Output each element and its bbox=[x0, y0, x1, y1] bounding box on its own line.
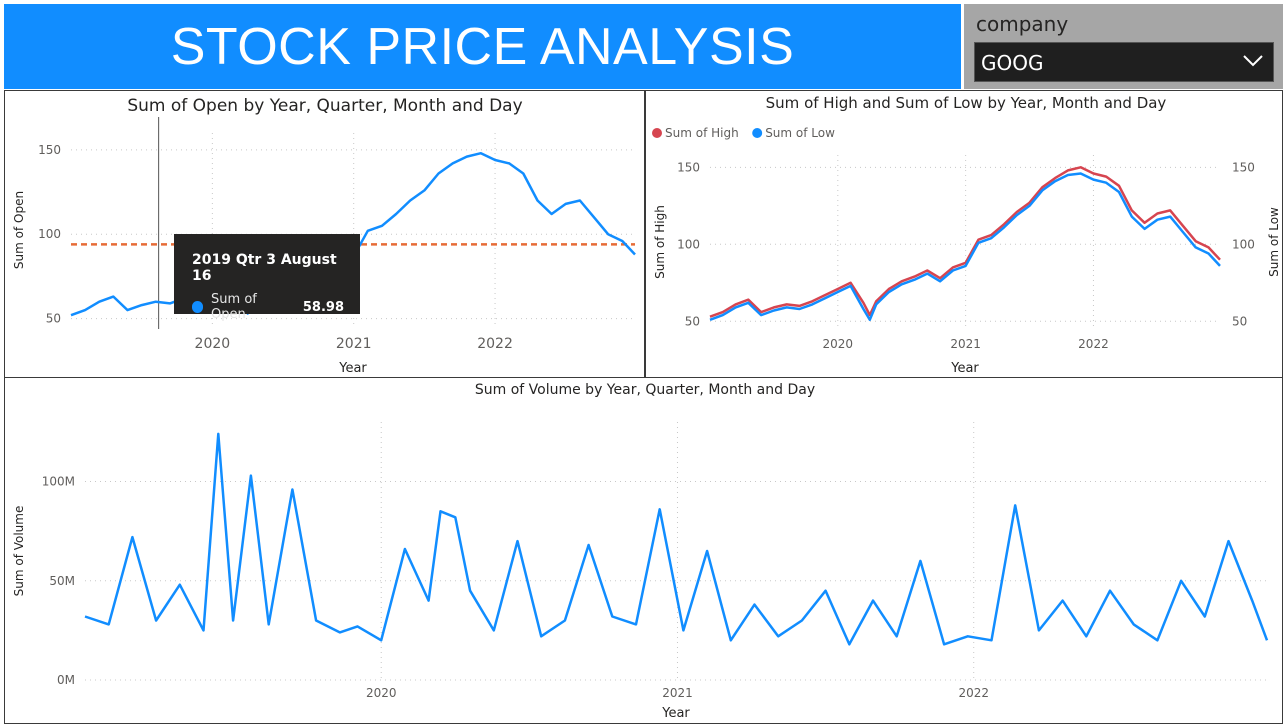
y-tick-label: 50 bbox=[46, 312, 61, 326]
tooltip-title: 2019 Qtr 3 August 16 bbox=[192, 252, 337, 284]
legend-marker bbox=[652, 128, 662, 138]
tooltip-series-name: Sum of Open bbox=[211, 292, 257, 322]
high-low-line-chart[interactable]: Sum of High and Sum of Low by Year, Mont… bbox=[646, 91, 1282, 377]
x-tick-label: 2022 bbox=[1078, 337, 1109, 351]
x-tick-label: 2020 bbox=[823, 337, 854, 351]
tooltip-value: 58.98 bbox=[302, 299, 344, 315]
series-dot-icon bbox=[192, 301, 204, 313]
x-tick-label: 2021 bbox=[336, 336, 372, 352]
y-tick-label: 50M bbox=[49, 574, 75, 588]
y-tick-label: 150 bbox=[38, 143, 61, 157]
company-dropdown[interactable]: GOOG bbox=[974, 42, 1274, 82]
y-right-tick-label: 150 bbox=[1232, 160, 1255, 174]
y-axis-label: Sum of Open bbox=[12, 191, 26, 269]
y-tick-label: 150 bbox=[677, 160, 700, 174]
chart-title: Sum of Open by Year, Quarter, Month and … bbox=[127, 96, 522, 116]
chevron-down-icon[interactable] bbox=[1241, 49, 1265, 73]
x-tick-label: 2022 bbox=[477, 336, 513, 352]
tooltip-row: Sum of Open 58.98 bbox=[192, 292, 344, 322]
high-low-chart-panel: Sum of High and Sum of Low by Year, Mont… bbox=[645, 90, 1283, 378]
legend-item: Sum of High bbox=[665, 126, 739, 140]
y-right-tick-label: 50 bbox=[1232, 314, 1247, 328]
volume-line-chart[interactable]: Sum of Volume by Year, Quarter, Month an… bbox=[5, 378, 1282, 723]
y-tick-label: 100 bbox=[38, 227, 61, 241]
series-line-1[interactable] bbox=[84, 432, 1269, 646]
y-tick-label: 50 bbox=[685, 314, 700, 328]
x-axis-label: Year bbox=[950, 361, 979, 376]
volume-chart-panel: Sum of Volume by Year, Quarter, Month an… bbox=[4, 377, 1283, 724]
legend-marker bbox=[752, 128, 763, 138]
x-tick-label: 2020 bbox=[195, 336, 231, 352]
legend-item: Sum of Low bbox=[765, 126, 835, 140]
slicer-label: company bbox=[976, 12, 1069, 36]
y-axis-right-label: Sum of Low bbox=[1267, 207, 1281, 277]
chart-title: Sum of High and Sum of Low by Year, Mont… bbox=[766, 94, 1167, 112]
dashboard-header: STOCK PRICE ANALYSIS bbox=[4, 4, 961, 89]
x-axis-label: Year bbox=[338, 361, 367, 376]
x-tick-label: 2022 bbox=[958, 686, 989, 700]
chart-title: Sum of Volume by Year, Quarter, Month an… bbox=[475, 382, 815, 398]
chart-tooltip: 2019 Qtr 3 August 16 Sum of Open 58.98 bbox=[174, 234, 360, 322]
y-tick-label: 100 bbox=[677, 237, 700, 251]
page-title: STOCK PRICE ANALYSIS bbox=[170, 17, 795, 76]
y-axis-label: Sum of High bbox=[653, 205, 667, 279]
series-line-2[interactable] bbox=[709, 172, 1221, 322]
x-tick-label: 2021 bbox=[662, 686, 693, 700]
slicer-selected-value: GOOG bbox=[981, 51, 1044, 75]
y-tick-label: 100M bbox=[42, 475, 75, 489]
company-slicer: company GOOG bbox=[964, 4, 1283, 89]
series-line-1[interactable] bbox=[709, 166, 1221, 318]
y-tick-label: 0M bbox=[57, 673, 75, 687]
x-axis-label: Year bbox=[661, 706, 690, 721]
y-right-tick-label: 100 bbox=[1232, 237, 1255, 251]
x-tick-label: 2021 bbox=[950, 337, 981, 351]
x-tick-label: 2020 bbox=[366, 686, 397, 700]
y-axis-label: Sum of Volume bbox=[12, 506, 26, 597]
